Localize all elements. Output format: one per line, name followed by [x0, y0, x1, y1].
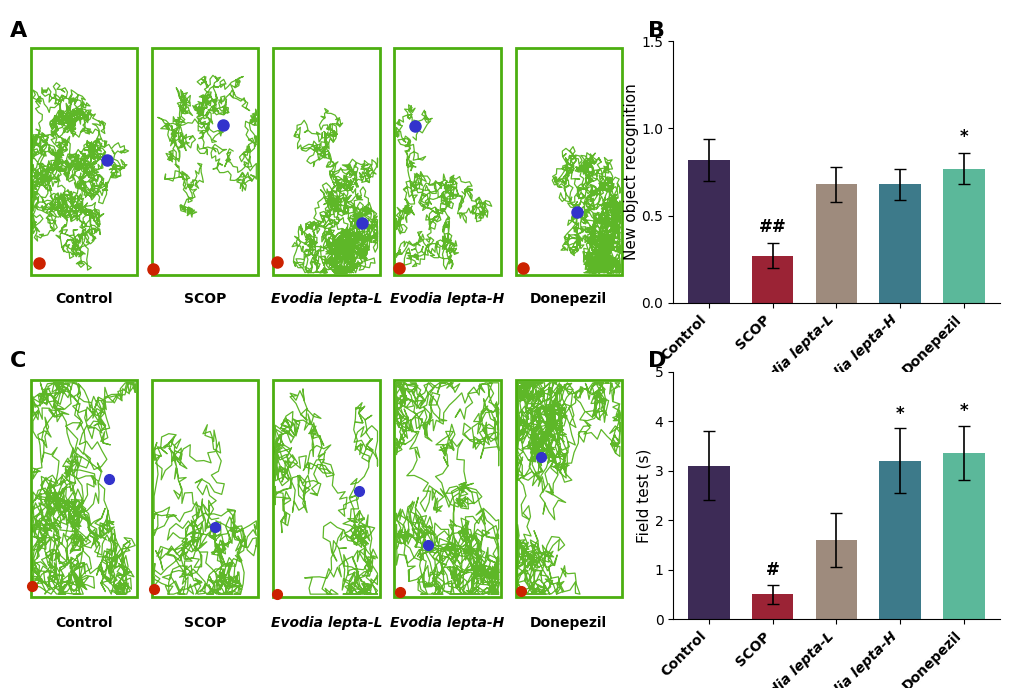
Bar — [688, 160, 729, 303]
Text: Evodia lepta-L: Evodia lepta-L — [270, 616, 382, 630]
Y-axis label: Field test (s): Field test (s) — [636, 448, 651, 543]
Text: B: B — [647, 21, 664, 41]
Y-axis label: New object recognition: New object recognition — [623, 84, 638, 260]
Bar — [751, 594, 793, 619]
Text: Evodia lepta-H: Evodia lepta-H — [390, 616, 504, 630]
Bar — [943, 169, 983, 303]
Text: *: * — [959, 402, 967, 420]
Text: ##: ## — [758, 219, 786, 237]
Text: *: * — [895, 405, 904, 422]
Text: #: # — [765, 561, 779, 579]
Text: SCOP: SCOP — [183, 616, 226, 630]
Bar — [815, 184, 856, 303]
Bar — [815, 540, 856, 619]
Text: Donepezil: Donepezil — [530, 616, 606, 630]
Text: Control: Control — [55, 616, 113, 630]
Text: Donepezil: Donepezil — [530, 292, 606, 306]
Text: *: * — [959, 128, 967, 146]
Bar — [688, 466, 729, 619]
Bar — [943, 453, 983, 619]
Text: D: D — [647, 351, 665, 371]
Bar — [878, 461, 920, 619]
Bar — [878, 184, 920, 303]
Text: Evodia lepta-H: Evodia lepta-H — [390, 292, 504, 306]
Text: C: C — [10, 351, 26, 371]
Text: SCOP: SCOP — [183, 292, 226, 306]
Bar — [751, 256, 793, 303]
Text: Evodia lepta-L: Evodia lepta-L — [270, 292, 382, 306]
Text: A: A — [10, 21, 28, 41]
Text: Control: Control — [55, 292, 113, 306]
